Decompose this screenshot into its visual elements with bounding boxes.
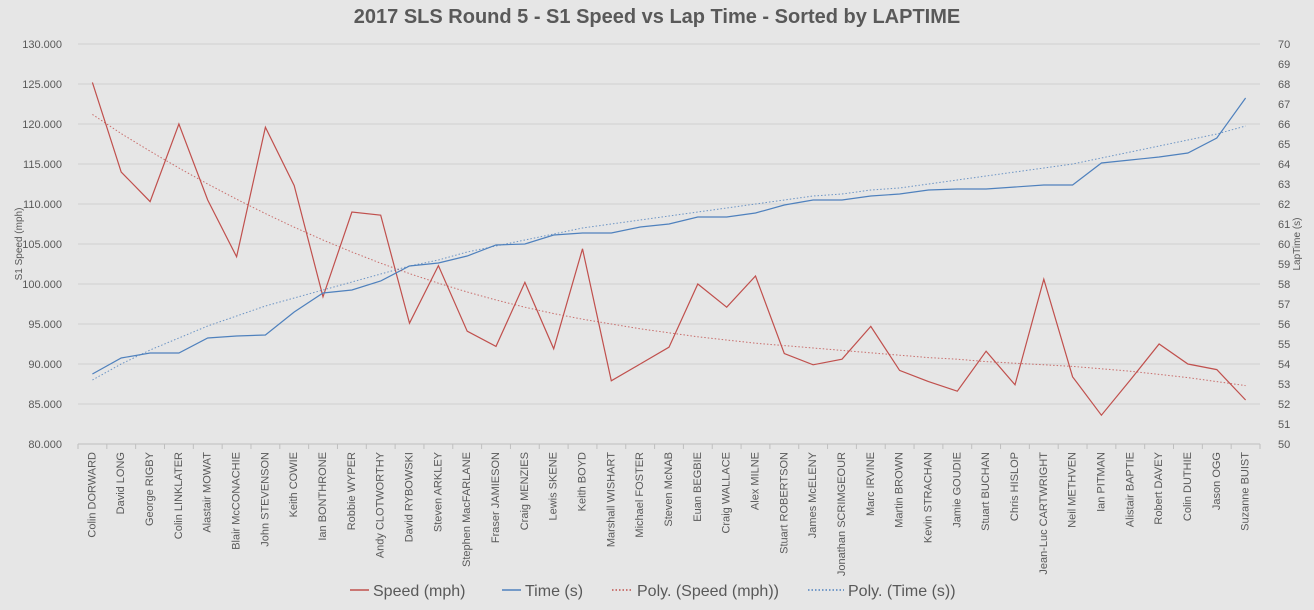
- x-tick-label: Michael FOSTER: [634, 452, 646, 538]
- y2-tick-label: 59: [1278, 259, 1290, 271]
- x-tick-label: Steven McNAB: [663, 452, 675, 527]
- y2-tick-label: 56: [1278, 319, 1290, 331]
- y2-tick-label: 58: [1278, 279, 1290, 291]
- y2-axis-title: LapTime (s): [1292, 218, 1303, 271]
- y2-tick-label: 54: [1278, 359, 1290, 371]
- y-tick-label: 115.000: [23, 159, 62, 171]
- x-tick-label: Stuart BUCHAN: [980, 452, 992, 531]
- y2-tick-label: 60: [1278, 239, 1290, 251]
- y-tick-label: 100.000: [22, 279, 62, 291]
- y2-tick-label: 63: [1278, 179, 1290, 191]
- y2-tick-label: 57: [1278, 299, 1290, 311]
- y2-tick-label: 67: [1278, 99, 1290, 111]
- y2-tick-label: 70: [1278, 39, 1290, 51]
- y2-tick-label: 66: [1278, 119, 1290, 131]
- y2-tick-label: 62: [1278, 199, 1290, 211]
- x-tick-label: Euan BEGBIE: [692, 452, 704, 522]
- x-tick-label: Craig WALLACE: [721, 452, 733, 534]
- y2-tick-label: 65: [1278, 139, 1290, 151]
- x-tick-label: Jean-Luc CARTWRIGHT: [1038, 452, 1050, 575]
- y-axis-title: S1 Speed (mph): [14, 208, 25, 281]
- x-tick-label: David LONG: [115, 452, 127, 514]
- legend-label-time-s: Time (s): [525, 583, 583, 600]
- x-tick-label: Kevin STRACHAN: [922, 452, 934, 543]
- x-tick-label: Colin DORWARD: [86, 452, 98, 538]
- y2-tick-label: 51: [1278, 419, 1290, 431]
- y-tick-label: 85.000: [28, 399, 62, 411]
- x-tick-label: Andy CLOTWORTHY: [375, 451, 387, 558]
- y2-tick-label: 55: [1278, 339, 1290, 351]
- y2-tick-label: 64: [1278, 159, 1290, 171]
- x-tick-label: George RIGBY: [144, 451, 156, 526]
- x-tick-label: Suzanne BUIST: [1240, 452, 1252, 531]
- x-tick-label: Keith BOYD: [577, 452, 589, 511]
- x-tick-label: Alastair MOWAT: [202, 452, 214, 533]
- x-tick-label: Colin DUTHIE: [1182, 452, 1194, 521]
- x-tick-label: Robbie WYPER: [346, 452, 358, 530]
- x-tick-label: Blair McCONACHIE: [231, 452, 243, 550]
- series-line-time-s: [92, 97, 1247, 375]
- x-tick-label: Marc IRVINE: [865, 452, 877, 516]
- legend-label-poly-speed-mph: Poly. (Speed (mph)): [637, 583, 779, 600]
- x-tick-label: Neil METHVEN: [1067, 452, 1079, 528]
- x-tick-label: Colin LINKLATER: [173, 452, 185, 539]
- y2-tick-label: 61: [1278, 219, 1290, 231]
- x-tick-label: James McELENY: [807, 451, 819, 538]
- x-tick-label: Lewis SKENE: [548, 452, 560, 520]
- y2-tick-label: 50: [1278, 439, 1290, 451]
- y-tick-label: 95.000: [28, 319, 62, 331]
- x-tick-label: Ian PITMAN: [1095, 452, 1107, 512]
- series-line-poly-speed-mph: [92, 113, 1246, 387]
- x-tick-label: Stephen MacFARLANE: [461, 452, 473, 567]
- y-tick-label: 105.000: [22, 239, 62, 251]
- x-tick-label: Jonathan SCRIMGEOUR: [836, 452, 848, 576]
- y-tick-label: 90.000: [28, 359, 62, 371]
- y2-tick-label: 69: [1278, 59, 1290, 71]
- legend-label-speed-mph: Speed (mph): [373, 583, 466, 600]
- y-tick-label: 130.000: [22, 39, 62, 51]
- y-tick-label: 125.000: [22, 79, 62, 91]
- y2-tick-label: 52: [1278, 399, 1290, 411]
- x-tick-label: Steven ARKLEY: [432, 451, 444, 532]
- x-tick-label: Fraser JAMIESON: [490, 452, 502, 543]
- x-tick-label: Jamie GOUDIE: [951, 452, 963, 528]
- y-tick-label: 120.000: [22, 119, 62, 131]
- legend-label-poly-time-s: Poly. (Time (s)): [848, 583, 956, 600]
- x-tick-label: Alistair BAPTIE: [1124, 452, 1136, 527]
- x-tick-label: Craig MENZIES: [519, 452, 531, 530]
- x-tick-label: John STEVENSON: [259, 452, 271, 547]
- x-tick-label: Robert DAVEY: [1153, 451, 1165, 524]
- x-tick-label: Marshall WISHART: [605, 452, 617, 547]
- x-tick-label: Keith COWIE: [288, 452, 300, 517]
- y2-tick-label: 68: [1278, 79, 1290, 91]
- x-tick-label: Martin BROWN: [894, 452, 906, 528]
- x-tick-label: Stuart ROBERTSON: [778, 452, 790, 554]
- series-line-speed-mph: [91, 82, 1247, 417]
- x-tick-label: Chris HISLOP: [1009, 452, 1021, 521]
- x-tick-label: Ian BONTHRONE: [317, 452, 329, 541]
- x-tick-label: Jason OGG: [1211, 452, 1223, 510]
- chart-title: 2017 SLS Round 5 - S1 Speed vs Lap Time …: [353, 6, 961, 28]
- y-tick-label: 110.000: [23, 199, 62, 211]
- y2-tick-label: 53: [1278, 379, 1290, 391]
- x-tick-label: Alex MILNE: [749, 452, 761, 510]
- x-tick-label: David RYBOWSKI: [404, 452, 416, 542]
- series-line-poly-time-s: [92, 125, 1246, 381]
- y-tick-label: 80.000: [28, 439, 62, 451]
